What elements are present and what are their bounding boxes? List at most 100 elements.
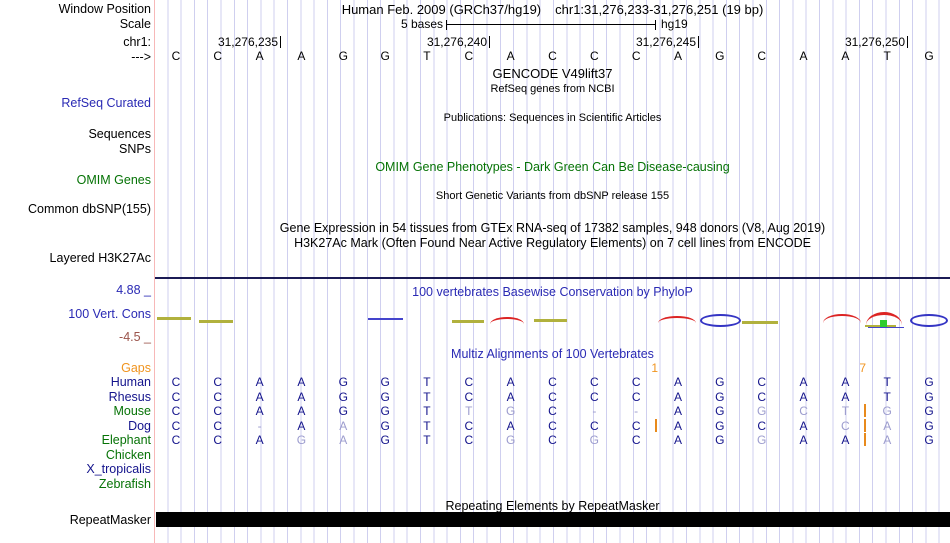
assembly-title: Human Feb. 2009 (GRCh37/hg19) — [341, 2, 542, 17]
alignment-base: A — [883, 433, 892, 447]
base-position-gridlines — [155, 0, 950, 543]
species-label-zebrafish[interactable]: Zebrafish — [98, 477, 151, 491]
track-label-sequences[interactable]: Sequences — [88, 127, 151, 141]
alignment-base: C — [589, 419, 599, 433]
alignment-base: A — [297, 375, 306, 389]
scale-ruler — [446, 20, 656, 30]
conservation-mark — [490, 317, 524, 324]
track-label-100-vert-cons[interactable]: 100 Vert. Cons — [68, 307, 151, 321]
alignment-base: - — [257, 419, 262, 433]
conservation-mark — [199, 320, 233, 323]
reference-base: T — [423, 49, 431, 63]
alignment-base: G — [338, 390, 348, 404]
track-title-h3k27ac[interactable]: H3K27Ac Mark (Often Found Near Active Re… — [294, 236, 811, 250]
insertion-tick — [864, 419, 866, 432]
alignment-base: A — [674, 404, 683, 418]
ruler-tick-label: 31,276,235 — [217, 35, 278, 49]
alignment-base: A — [506, 419, 515, 433]
alignment-base: C — [464, 433, 474, 447]
reference-base: G — [715, 49, 725, 63]
repeatmasker-element-bar[interactable] — [156, 512, 950, 527]
reference-base: C — [631, 49, 641, 63]
conservation-mark — [742, 321, 778, 324]
alignment-base: G — [924, 419, 934, 433]
species-label-dog[interactable]: Dog — [128, 419, 151, 433]
reference-base: C — [464, 49, 474, 63]
alignment-base: G — [589, 433, 599, 447]
species-label-human[interactable]: Human — [110, 375, 151, 389]
species-label-mouse[interactable]: Mouse — [113, 404, 151, 418]
alignment-base: T — [883, 375, 891, 389]
alignment-base: A — [799, 433, 808, 447]
left-guideline — [154, 0, 155, 543]
alignment-base: C — [548, 390, 557, 404]
window-position-label: Window Position — [58, 2, 151, 16]
alignment-base: G — [338, 404, 348, 418]
conservation-mark — [823, 314, 861, 323]
alignment-base: T — [841, 404, 850, 418]
track-title-repeatmasker[interactable]: Repeating Elements by RepeatMasker — [445, 499, 660, 513]
reference-base: C — [589, 49, 599, 63]
alignment-base: A — [799, 419, 808, 433]
alignment-base: C — [589, 390, 599, 404]
track-label-common-dbsnp[interactable]: Common dbSNP(155) — [28, 202, 151, 216]
alignment-base: G — [924, 375, 934, 389]
reference-base: A — [297, 49, 306, 63]
track-label-snps[interactable]: SNPs — [119, 142, 151, 156]
alignment-base: A — [674, 433, 683, 447]
track-label-refseq-curated[interactable]: RefSeq Curated — [61, 96, 151, 110]
alignment-base: G — [380, 433, 390, 447]
reference-base: G — [924, 49, 934, 63]
scale-value: 5 bases — [400, 17, 443, 31]
alignment-base: T — [423, 375, 431, 389]
species-label-x_tropicalis[interactable]: X_tropicalis — [86, 462, 151, 476]
alignment-base: A — [674, 419, 683, 433]
alignment-base: C — [548, 419, 557, 433]
alignment-base: C — [171, 419, 181, 433]
alignment-base: C — [631, 375, 641, 389]
alignment-base: C — [213, 375, 223, 389]
alignment-base: C — [171, 404, 181, 418]
track-label-gaps[interactable]: Gaps — [121, 361, 151, 375]
track-title-publications[interactable]: Publications: Sequences in Scientific Ar… — [443, 112, 662, 124]
track-label-layered-h3k27ac[interactable]: Layered H3K27Ac — [49, 251, 151, 265]
alignment-base: G — [380, 419, 390, 433]
alignment-base: C — [213, 390, 223, 404]
alignment-base: A — [297, 390, 306, 404]
conservation-mark — [910, 314, 948, 327]
alignment-base: C — [548, 375, 557, 389]
species-label-rhesus[interactable]: Rhesus — [108, 390, 151, 404]
species-label-elephant[interactable]: Elephant — [101, 433, 151, 447]
ruler-tick-mark — [489, 36, 490, 48]
track-subtitle-refseq[interactable]: RefSeq genes from NCBI — [490, 83, 615, 95]
alignment-base: G — [924, 404, 934, 418]
alignment-base: A — [674, 375, 683, 389]
alignment-base: A — [841, 433, 850, 447]
alignment-base: A — [255, 433, 264, 447]
track-title-phylop[interactable]: 100 vertebrates Basewise Conservation by… — [412, 285, 693, 299]
track-title-omim[interactable]: OMIM Gene Phenotypes - Dark Green Can Be… — [375, 160, 730, 174]
alignment-base: A — [506, 375, 515, 389]
ruler-tick-label: 31,276,245 — [635, 35, 696, 49]
conservation-mark — [868, 327, 904, 328]
alignment-base: C — [213, 419, 223, 433]
gap-count-label: 7 — [859, 361, 866, 375]
alignment-base: G — [505, 404, 516, 418]
alignment-base: G — [882, 404, 892, 418]
track-subtitle-dbsnp[interactable]: Short Genetic Variants from dbSNP releas… — [435, 190, 670, 202]
alignment-base: T — [423, 390, 431, 404]
track-label-omim-genes[interactable]: OMIM Genes — [76, 173, 151, 187]
species-label-chicken[interactable]: Chicken — [105, 448, 151, 462]
track-label-repeatmasker[interactable]: RepeatMasker — [69, 513, 151, 527]
h3k27ac-track-graphic[interactable] — [155, 277, 950, 279]
ruler-tick-mark — [698, 36, 699, 48]
alignment-base: C — [757, 375, 767, 389]
insertion-tick — [864, 433, 866, 446]
reference-base: G — [380, 49, 390, 63]
track-title-gtex[interactable]: Gene Expression in 54 tissues from GTEx … — [279, 221, 826, 235]
reference-base: A — [506, 49, 515, 63]
track-title-gencode[interactable]: GENCODE V49lift37 — [492, 66, 613, 81]
alignment-base: A — [255, 390, 264, 404]
track-title-multiz[interactable]: Multiz Alignments of 100 Vertebrates — [451, 347, 654, 361]
